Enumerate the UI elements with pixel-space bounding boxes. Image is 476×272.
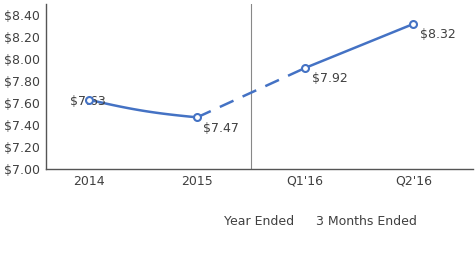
Text: $8.32: $8.32: [419, 28, 455, 41]
Text: 3 Months Ended: 3 Months Ended: [315, 215, 416, 228]
Text: $7.47: $7.47: [202, 122, 238, 135]
Text: $7.92: $7.92: [311, 72, 347, 85]
Text: $7.63: $7.63: [69, 95, 105, 108]
Text: Year Ended: Year Ended: [224, 215, 294, 228]
